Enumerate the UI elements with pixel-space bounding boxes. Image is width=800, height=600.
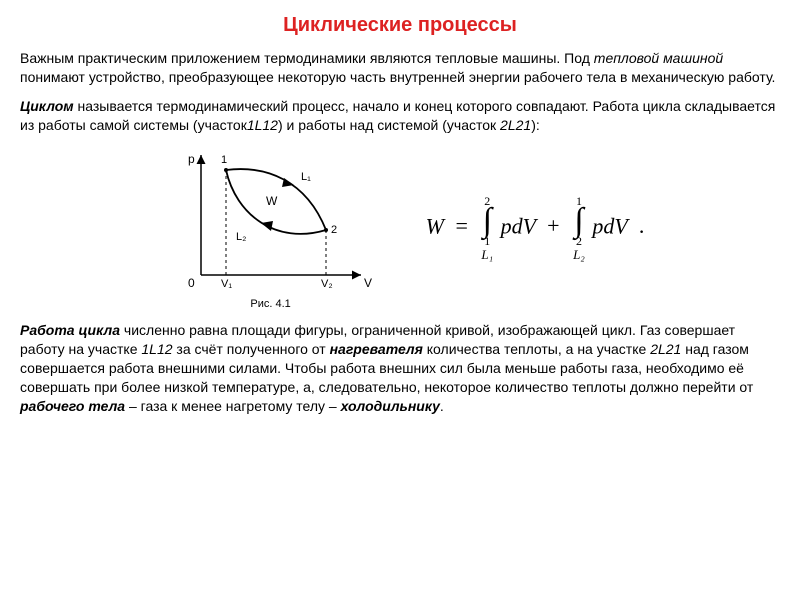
pt2-label: 2	[331, 224, 337, 236]
p3-t6: .	[440, 398, 444, 414]
int2-symbol: ∫	[574, 207, 583, 236]
p3-t2: за счёт полученного от	[173, 341, 330, 357]
int1-sub: L₁	[481, 248, 493, 261]
integrand-2: pdV	[592, 213, 627, 238]
p2-text2: ) и работы над системой (участок	[278, 117, 500, 133]
formula: W = 2 ∫ 1 L₁ pdV + 1 ∫ 2 L₂ pdV .	[426, 195, 645, 262]
v1-label: V₁	[221, 278, 232, 290]
paragraph-2: Циклом называется термодинамический проц…	[20, 97, 780, 135]
diagram-caption: Рис. 4.1	[156, 297, 386, 312]
formula-period: .	[639, 213, 645, 238]
v2-label: V₂	[321, 278, 333, 290]
p3-bi2: нагревателя	[330, 341, 423, 357]
integral-2: 1 ∫ 2 L₂	[573, 195, 585, 262]
p2-italic2: 2L21	[500, 117, 531, 133]
int2-bot-num: 2	[576, 235, 582, 247]
p3-bi4: холодильнику	[341, 398, 440, 414]
integral-1: 2 ∫ 1 L₁	[481, 195, 493, 262]
l2-label: L₂	[236, 231, 246, 243]
w-label: W	[266, 194, 278, 208]
paragraph-1: Важным практическим приложением термодин…	[20, 49, 780, 87]
p1-italic1: тепловой машиной	[594, 50, 723, 66]
int2-bot: 2 L₂	[573, 235, 585, 261]
origin-label: 0	[188, 276, 195, 290]
axis-p-label: p	[188, 152, 195, 166]
p3-i2: 2L21	[650, 341, 681, 357]
int1-bot: 1 L₁	[481, 235, 493, 261]
figure-row: p V 0 V₁ V₂ 1 2 L₁ L₂ W Рис. 4.1 W = 2 ∫…	[20, 145, 780, 312]
int2-sub: L₂	[573, 248, 585, 261]
p3-t3: количества теплоты, а на участке	[423, 341, 650, 357]
p3-t5: – газа к менее нагретому телу –	[125, 398, 340, 414]
formula-w: W	[426, 213, 444, 238]
l1-label: L₁	[301, 171, 311, 183]
pv-diagram: p V 0 V₁ V₂ 1 2 L₁ L₂ W Рис. 4.1	[156, 145, 386, 312]
p1-text1: Важным практическим приложением термодин…	[20, 50, 594, 66]
integrand-1: pdV	[501, 213, 536, 238]
p2-text3: ):	[531, 117, 540, 133]
p1-text2: понимают устройство, преобразующее некот…	[20, 69, 775, 85]
page-title: Циклические процессы	[20, 12, 780, 39]
formula-eq: =	[455, 213, 467, 238]
p3-bi3: рабочего тела	[20, 398, 125, 414]
p2-italic1: 1L12	[247, 117, 278, 133]
p2-bolditalic1: Циклом	[20, 98, 74, 114]
int1-bot-num: 1	[484, 235, 490, 247]
formula-plus: +	[547, 213, 559, 238]
int1-symbol: ∫	[483, 207, 492, 236]
axis-v-label: V	[364, 276, 372, 290]
pt1-label: 1	[221, 154, 227, 166]
p3-bi1: Работа цикла	[20, 322, 120, 338]
p3-i1: 1L12	[141, 341, 172, 357]
paragraph-3: Работа цикла численно равна площади фигу…	[20, 321, 780, 415]
